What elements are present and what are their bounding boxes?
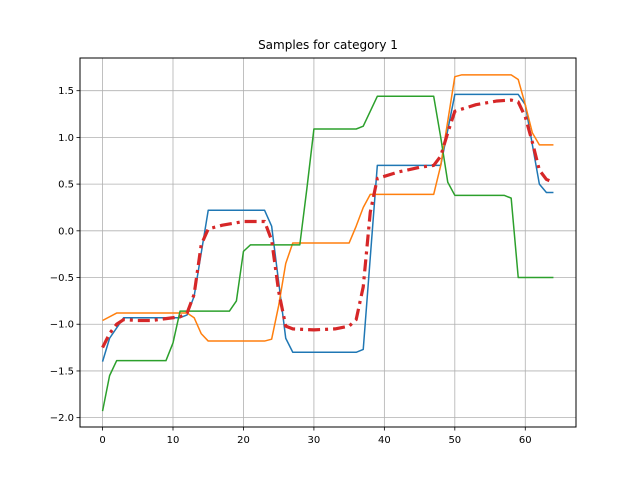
series-line-3: [101, 95, 554, 412]
y-tick-label: −1.0: [50, 320, 74, 331]
y-tick-label: −0.5: [50, 273, 74, 284]
y-tick-label: 0.5: [58, 180, 74, 191]
x-tick-label: 60: [519, 435, 532, 446]
x-tick-label: 30: [308, 435, 321, 446]
y-tick-label: −2.0: [50, 413, 74, 424]
y-tick-label: 1.5: [58, 86, 74, 97]
x-tick-label: 40: [378, 435, 391, 446]
y-tick-label: −1.5: [50, 366, 74, 377]
x-tick-label: 10: [167, 435, 180, 446]
series-lines: [101, 74, 555, 412]
x-tick-label: 50: [448, 435, 461, 446]
series-line-4: [101, 98, 555, 349]
series-line-1: [101, 93, 554, 362]
grid: [80, 58, 576, 427]
y-tick-label: 0.0: [58, 226, 74, 237]
x-tick-label: 20: [237, 435, 250, 446]
ticks: 0 10 20 30 40 50 60 −2.0 −1.5 −1.0 −0.5 0.0 0.5 1.0 1.…: [50, 86, 532, 446]
y-tick-label: 1.0: [58, 133, 74, 144]
series-line-2: [102, 74, 554, 342]
chart-title: Samples for category 1: [258, 38, 398, 52]
x-tick-label: 0: [99, 435, 105, 446]
plot-frame: [79, 57, 577, 428]
